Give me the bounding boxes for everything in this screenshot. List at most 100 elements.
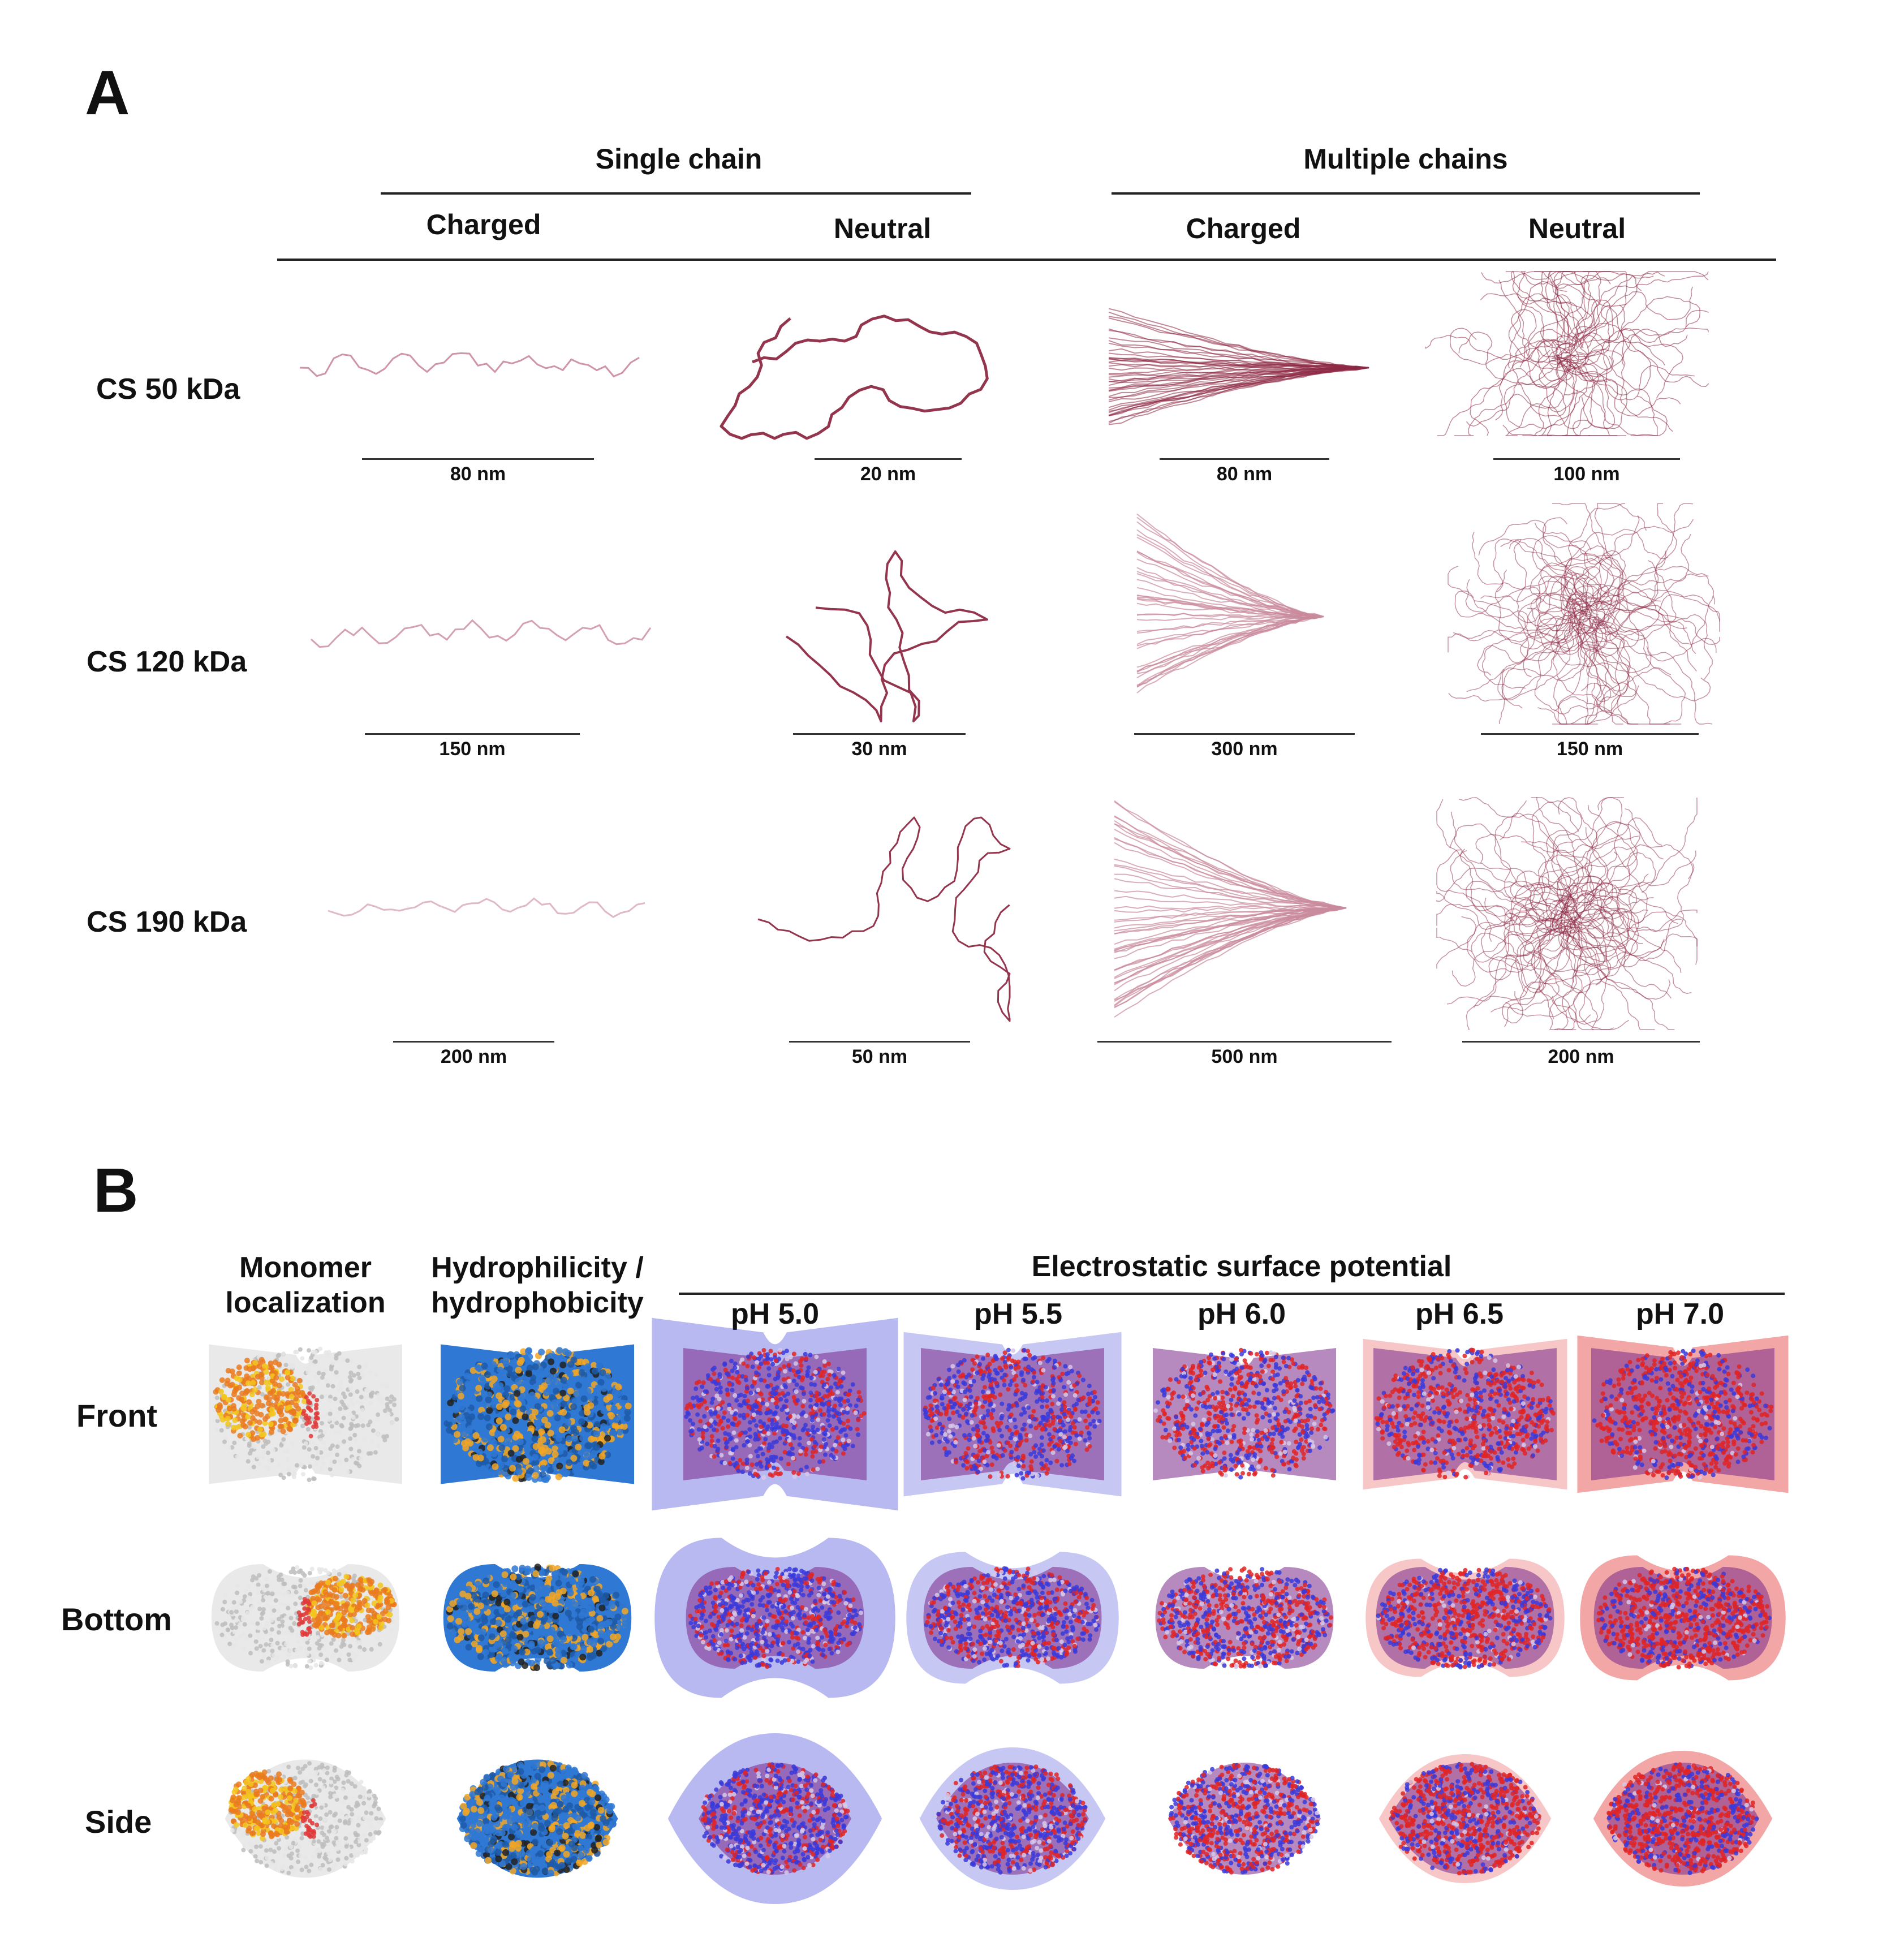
surface-dot [556, 1462, 563, 1470]
chain-trace [1538, 355, 1575, 436]
chain-cs50-multi-charged [1108, 308, 1369, 425]
chain-trace [1567, 805, 1638, 907]
surface-dot [315, 1455, 320, 1461]
surface-dot [265, 1385, 271, 1391]
surface-dot [962, 1397, 967, 1402]
surface-dot [236, 1364, 242, 1371]
surface-dot [1228, 1453, 1233, 1458]
surface-dot [925, 1432, 931, 1437]
surface-dot [236, 1370, 242, 1376]
surface-dot [1008, 1436, 1013, 1441]
surface-dot [1095, 1400, 1100, 1405]
surface-dot [321, 1371, 326, 1376]
surface-dot [467, 1373, 474, 1381]
surface-dot [758, 1411, 763, 1416]
chain-trace [1472, 532, 1583, 617]
chain-trace [1507, 293, 1579, 369]
scale-bar: 80 nm [362, 458, 594, 485]
surface-dot [1200, 1403, 1205, 1409]
surface-dot [1048, 1461, 1053, 1465]
surface-dot [950, 1379, 955, 1384]
surface-dot [214, 1396, 219, 1401]
surface-dot [338, 1461, 343, 1466]
surface-dot [1525, 1416, 1530, 1421]
surface-dot [982, 1459, 987, 1465]
surface-dot [1253, 1470, 1258, 1475]
surface-dot [1205, 1450, 1210, 1455]
surface-dot [1200, 1423, 1205, 1428]
surface-dot [1494, 1399, 1499, 1404]
surface-dot [1021, 1377, 1026, 1383]
surface-dot [947, 1416, 952, 1422]
surface-dot [811, 1467, 816, 1472]
surface-dot [286, 1457, 291, 1462]
surface-dot [525, 1474, 532, 1481]
surface-dot [1547, 1403, 1552, 1408]
surface-dot [1393, 1373, 1398, 1378]
chain-trace [757, 816, 1011, 1022]
surface-dot [1058, 1439, 1063, 1444]
surface-dot [452, 1406, 459, 1414]
surface-dot [826, 1409, 831, 1414]
surface-dot [502, 1360, 510, 1367]
surface-dot [1063, 1429, 1068, 1434]
surface-dot [956, 1369, 961, 1374]
surface-dot [1016, 1455, 1021, 1459]
surface-dot [1299, 1448, 1304, 1453]
surface-dot [846, 1392, 851, 1397]
surface-dot [256, 1398, 262, 1405]
surface-dot [1059, 1463, 1065, 1468]
surface-dot [981, 1415, 985, 1420]
surface-dot [1420, 1382, 1425, 1387]
chain-trace [1563, 913, 1675, 1030]
chain-trace [1493, 800, 1561, 911]
surface-dot [1021, 1463, 1026, 1468]
surface-dot [1294, 1451, 1299, 1456]
surface-dot [940, 1402, 945, 1407]
col-header-single-neutral: Neutral [833, 213, 932, 244]
surface-dot [825, 1388, 830, 1393]
surface-dot [982, 1448, 987, 1453]
chain-trace [1114, 823, 1347, 908]
surface-dot [1501, 1460, 1506, 1465]
surface-dot [257, 1363, 263, 1369]
surface-dot [980, 1389, 985, 1394]
surface-dot [944, 1450, 949, 1455]
surface-dot [842, 1399, 847, 1404]
chain-cs190-single-charged [328, 897, 645, 918]
surface-dot [1464, 1446, 1470, 1451]
surface-dot [1213, 1453, 1218, 1458]
surface-dot [559, 1362, 567, 1368]
surface-dot [936, 1377, 941, 1382]
surface-dot [232, 1417, 238, 1423]
surface-dot [1282, 1462, 1287, 1467]
surface-dot [1057, 1397, 1062, 1402]
surface-dot [554, 1414, 561, 1422]
surface-dot [725, 1424, 730, 1429]
surface-dot [350, 1402, 355, 1407]
surface-dot [373, 1450, 378, 1455]
surface-dot [1519, 1415, 1524, 1420]
chain-trace [1114, 907, 1347, 1008]
surface-dot [690, 1428, 695, 1433]
surface-dot [1037, 1360, 1043, 1366]
surface-dot [1463, 1437, 1468, 1442]
surface-dot [1446, 1368, 1451, 1373]
surface-dot [956, 1363, 960, 1367]
surface-dot [522, 1413, 529, 1420]
chain-trace [1519, 919, 1597, 994]
chain-trace [1518, 575, 1592, 678]
surface-dot [990, 1450, 996, 1455]
chain-trace [1491, 914, 1582, 1013]
surface-dot [1170, 1392, 1175, 1397]
surface-dot [313, 1415, 318, 1420]
surface-dot [723, 1367, 728, 1372]
surface-dot [359, 1394, 364, 1399]
surface-dot [1311, 1396, 1316, 1401]
chain-trace [1559, 908, 1648, 966]
chain-trace [1569, 911, 1698, 965]
surface-dot [856, 1390, 861, 1395]
surface-dot [1238, 1475, 1243, 1480]
surface-dot [305, 1427, 311, 1432]
surface-dot [792, 1420, 797, 1425]
